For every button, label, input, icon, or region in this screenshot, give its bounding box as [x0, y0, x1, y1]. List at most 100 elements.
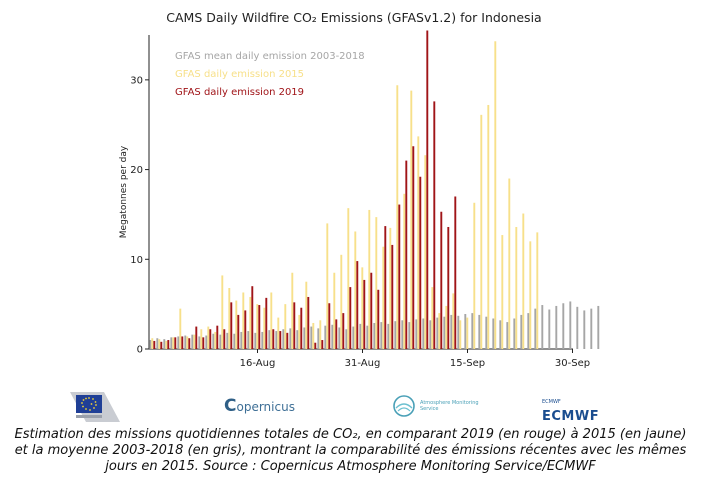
legend-entry: GFAS daily emission 2015: [175, 69, 304, 80]
bar: [415, 319, 418, 349]
bar: [270, 292, 273, 349]
y-tick-label: 30: [130, 75, 143, 86]
bar: [258, 305, 261, 349]
bar: [195, 326, 198, 349]
bar: [153, 340, 156, 349]
bar: [361, 267, 364, 349]
bar: [377, 289, 380, 349]
cams-logo-text: Atmosphere Monitoring Service: [420, 400, 479, 412]
bar: [202, 337, 205, 349]
bar: [335, 319, 338, 349]
bar: [174, 337, 177, 349]
bar: [450, 314, 453, 349]
bar: [576, 306, 579, 349]
bar: [527, 313, 530, 349]
bar: [583, 310, 586, 349]
bar: [366, 325, 369, 349]
bar: [251, 286, 254, 349]
bar: [384, 226, 387, 349]
y-tick-label: 0: [137, 345, 143, 356]
bar: [398, 204, 401, 349]
logo-row: Copernicus Atmosphere Monitoring Service…: [0, 390, 701, 426]
bar: [184, 335, 187, 349]
bar: [193, 334, 196, 349]
bar: [405, 160, 408, 349]
bar: [459, 320, 462, 349]
bar: [179, 308, 182, 349]
bar: [286, 332, 289, 349]
series-2: [153, 30, 457, 349]
bar: [345, 329, 348, 349]
bar: [520, 314, 523, 349]
bar: [515, 226, 518, 349]
bar: [471, 313, 474, 349]
bar: [478, 314, 481, 349]
bar: [387, 323, 390, 349]
bar: [352, 326, 355, 349]
bar: [212, 333, 215, 349]
bar: [410, 90, 413, 350]
bar: [254, 332, 257, 349]
bar: [373, 322, 376, 349]
bar: [177, 336, 180, 349]
bar: [433, 101, 436, 349]
bar: [151, 338, 154, 349]
bar: [279, 331, 282, 349]
bar: [513, 318, 516, 349]
legend-entry: GFAS daily emission 2019: [175, 87, 304, 98]
bar: [312, 322, 315, 349]
bar: [170, 337, 173, 349]
bar: [440, 211, 443, 349]
copernicus-logo: Copernicus: [224, 396, 295, 416]
bar: [347, 208, 350, 349]
bar: [293, 302, 296, 349]
bar: [277, 317, 280, 349]
bar: [305, 281, 308, 349]
cams-globe-icon: [393, 395, 415, 417]
bar: [403, 193, 406, 349]
bar: [349, 287, 352, 349]
bar: [494, 41, 497, 349]
bar: [298, 314, 301, 349]
y-axis-label: Megatonnes per day: [119, 145, 129, 238]
bar: [324, 325, 327, 349]
bar: [331, 324, 334, 349]
bar: [247, 331, 250, 349]
bar: [338, 327, 341, 349]
bar: [275, 331, 278, 349]
bar: [333, 272, 336, 349]
bar: [590, 308, 593, 349]
bar: [163, 339, 166, 349]
bar: [536, 232, 539, 349]
bar: [548, 309, 551, 349]
bar: [303, 327, 306, 349]
bar: [160, 341, 163, 349]
bar: [508, 178, 511, 349]
chart-title: CAMS Daily Wildfire CO₂ Emissions (GFASv…: [166, 10, 541, 25]
bar: [186, 336, 189, 349]
legend-entry: GFAS mean daily emission 2003-2018: [175, 51, 365, 62]
bar: [205, 335, 208, 349]
bar: [221, 275, 224, 349]
bar: [188, 338, 191, 349]
bar: [375, 217, 378, 349]
bar: [419, 176, 422, 349]
bar: [466, 317, 469, 349]
bar: [529, 241, 532, 349]
bar: [394, 321, 397, 349]
bar: [314, 342, 317, 349]
bar: [310, 326, 313, 349]
chart: CAMS Daily Wildfire CO₂ Emissions (GFASv…: [119, 10, 600, 369]
bar: [422, 318, 425, 349]
bar: [389, 227, 392, 349]
bar: [326, 223, 329, 349]
bar: [555, 305, 558, 349]
bar: [165, 340, 168, 349]
bar: [597, 305, 600, 349]
bar: [216, 325, 219, 349]
bar: [485, 316, 488, 349]
bar: [226, 332, 229, 349]
bar: [282, 329, 285, 349]
bar: [354, 231, 357, 349]
bar: [340, 254, 343, 349]
